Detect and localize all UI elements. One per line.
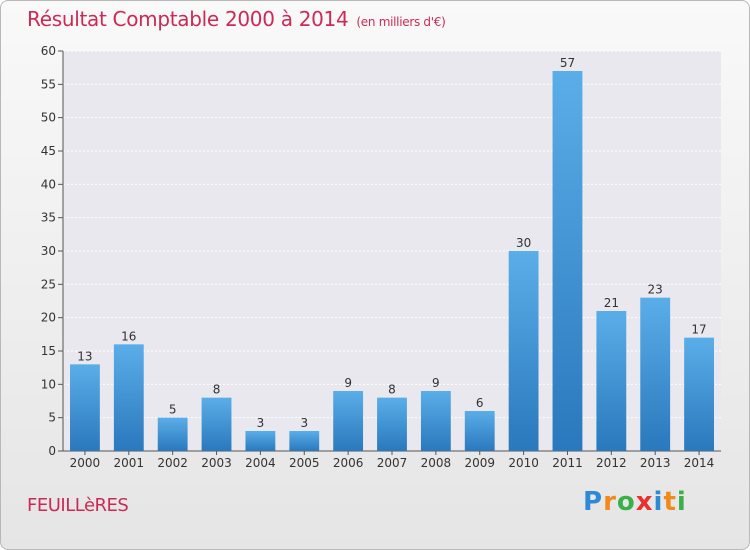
y-tick-label: 25 <box>41 277 56 291</box>
data-label: 57 <box>560 56 575 70</box>
y-tick-label: 20 <box>41 311 56 325</box>
data-label: 21 <box>604 296 619 310</box>
data-label: 6 <box>476 396 484 410</box>
y-tick-label: 50 <box>41 111 56 125</box>
logo-letter: x <box>635 487 654 517</box>
bar <box>289 431 320 451</box>
bar <box>684 337 714 451</box>
data-label: 9 <box>432 376 440 390</box>
logo-letter: i <box>676 487 687 517</box>
x-tick-label: 2001 <box>114 456 145 470</box>
logo-letter: t <box>663 487 677 517</box>
data-label: 13 <box>77 349 92 363</box>
bar <box>201 397 232 451</box>
y-tick-label: 15 <box>41 344 56 358</box>
data-label: 17 <box>691 323 706 337</box>
x-tick-label: 2004 <box>245 456 276 470</box>
x-tick-label: 2000 <box>70 456 101 470</box>
y-tick-label: 5 <box>48 411 56 425</box>
y-tick-label: 40 <box>41 177 56 191</box>
y-tick-label: 45 <box>41 144 56 158</box>
logo-letter: o <box>616 487 636 517</box>
x-tick-label: 2011 <box>552 456 583 470</box>
x-tick-label: 2008 <box>421 456 452 470</box>
logo-letter: i <box>653 487 664 517</box>
bar <box>552 71 583 451</box>
y-tick-label: 0 <box>48 444 56 458</box>
x-tick-label: 2012 <box>596 456 627 470</box>
bar <box>640 297 671 451</box>
bar <box>113 344 144 451</box>
chart-title: Résultat Comptable 2000 à 2014 (en millie… <box>27 7 446 31</box>
x-tick-label: 2014 <box>684 456 715 470</box>
x-tick-label: 2005 <box>289 456 320 470</box>
data-label: 16 <box>121 329 136 343</box>
commune-name: FEUILLèRES <box>27 495 129 516</box>
x-tick-label: 2007 <box>377 456 408 470</box>
bar <box>596 311 627 451</box>
data-label: 3 <box>257 416 265 430</box>
bar <box>245 431 276 451</box>
bar <box>464 411 495 451</box>
x-tick-label: 2002 <box>157 456 188 470</box>
x-tick-label: 2006 <box>333 456 364 470</box>
bar <box>70 364 100 451</box>
bar <box>377 397 407 451</box>
bar <box>157 417 188 451</box>
proxiti-logo: Proxiti <box>583 487 687 517</box>
y-tick-label: 55 <box>41 77 56 91</box>
title-text: Résultat Comptable 2000 à 2014 <box>27 7 349 31</box>
bar <box>333 391 364 451</box>
x-tick-label: 2009 <box>464 456 495 470</box>
data-label: 8 <box>388 383 396 397</box>
y-tick-label: 35 <box>41 211 56 225</box>
data-label: 5 <box>169 403 177 417</box>
bar <box>420 391 451 451</box>
y-tick-label: 10 <box>41 377 56 391</box>
data-label: 9 <box>344 376 352 390</box>
data-label: 3 <box>300 416 308 430</box>
data-label: 23 <box>648 283 663 297</box>
y-tick-label: 30 <box>41 244 56 258</box>
logo-letter: P <box>583 487 604 517</box>
x-tick-label: 2013 <box>640 456 671 470</box>
logo-letter: r <box>603 487 617 517</box>
data-label: 8 <box>213 383 221 397</box>
chart-subtitle: (en milliers d'€) <box>356 15 446 29</box>
data-label: 30 <box>516 236 531 250</box>
x-tick-label: 2003 <box>201 456 232 470</box>
bar <box>508 251 539 451</box>
x-tick-label: 2010 <box>508 456 539 470</box>
y-tick-label: 60 <box>41 44 56 58</box>
